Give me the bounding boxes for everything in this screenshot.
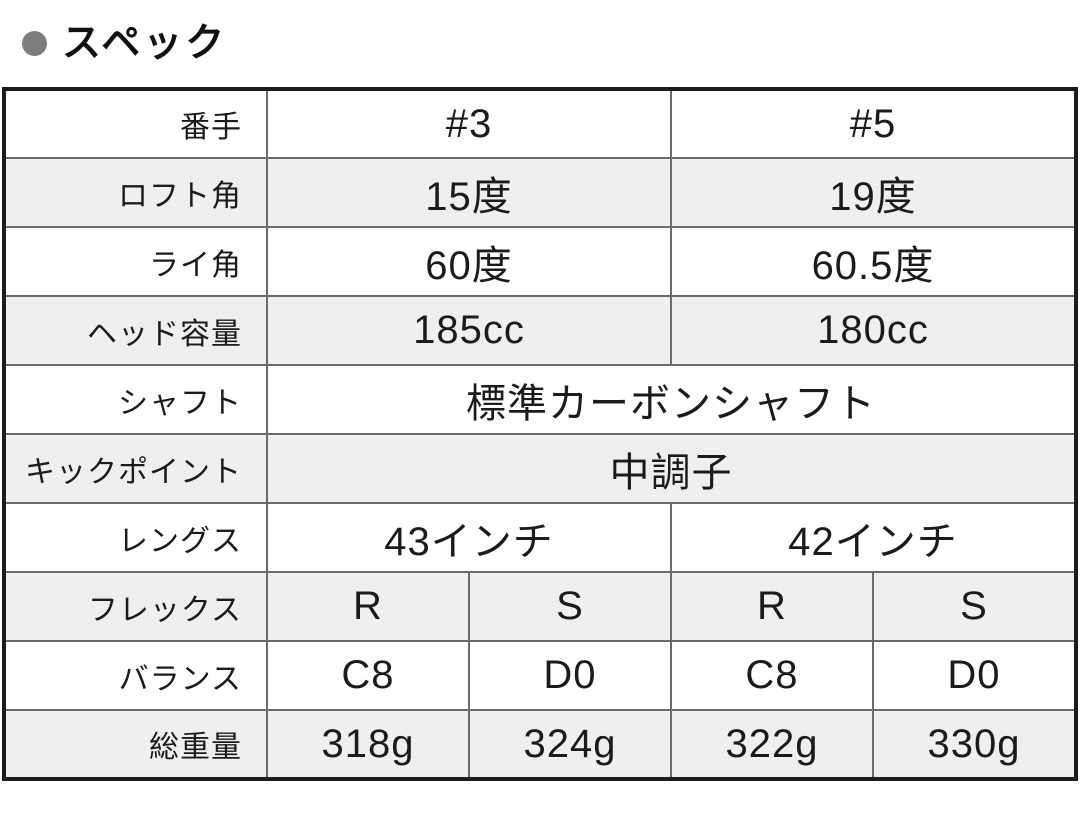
row-label: シャフト <box>3 364 268 435</box>
cell-value: 15度 <box>266 157 672 228</box>
cell-value: 標準カーボンシャフト <box>266 364 1077 435</box>
table-row: ヘッド容量 185cc 180cc <box>3 295 1077 366</box>
cell-value: 中調子 <box>266 433 1077 504</box>
cell-value: R <box>670 571 874 642</box>
table-row: ライ角 60度 60.5度 <box>3 226 1077 297</box>
table-row: 番手 #3 #5 <box>3 88 1077 159</box>
cell-value: 324g <box>468 709 672 780</box>
row-label: キックポイント <box>3 433 268 504</box>
row-label: 総重量 <box>3 709 268 780</box>
spec-table-body: 番手 #3 #5 ロフト角 15度 19度 ライ角 60度 60.5度 ヘッド容量 185cc 180… <box>3 88 1077 780</box>
row-label: 番手 <box>3 88 268 159</box>
cell-value: C8 <box>670 640 874 711</box>
table-row: 総重量 318g 324g 322g 330g <box>3 709 1077 780</box>
cell-value: D0 <box>872 640 1077 711</box>
cell-value: R <box>266 571 470 642</box>
cell-value: 19度 <box>670 157 1077 228</box>
table-row: シャフト 標準カーボンシャフト <box>3 364 1077 435</box>
cell-value: C8 <box>266 640 470 711</box>
cell-value: 60.5度 <box>670 226 1077 297</box>
cell-value: 42インチ <box>670 502 1077 573</box>
spec-table: 番手 #3 #5 ロフト角 15度 19度 ライ角 60度 60.5度 ヘッド容量 185cc 180… <box>2 87 1078 781</box>
bullet-icon <box>22 31 47 56</box>
cell-value: S <box>468 571 672 642</box>
cell-value: 180cc <box>670 295 1077 366</box>
row-label: レングス <box>3 502 268 573</box>
table-row: キックポイント 中調子 <box>3 433 1077 504</box>
row-label: フレックス <box>3 571 268 642</box>
cell-value: #5 <box>670 88 1077 159</box>
table-row: フレックス R S R S <box>3 571 1077 642</box>
cell-value: 185cc <box>266 295 672 366</box>
cell-value: 330g <box>872 709 1077 780</box>
cell-value: 60度 <box>266 226 672 297</box>
table-row: ロフト角 15度 19度 <box>3 157 1077 228</box>
row-label: ライ角 <box>3 226 268 297</box>
row-label: バランス <box>3 640 268 711</box>
row-label: ロフト角 <box>3 157 268 228</box>
table-row: バランス C8 D0 C8 D0 <box>3 640 1077 711</box>
cell-value: 318g <box>266 709 470 780</box>
cell-value: 43インチ <box>266 502 672 573</box>
table-row: レングス 43インチ 42インチ <box>3 502 1077 573</box>
section-heading: スペック <box>22 24 227 63</box>
cell-value: D0 <box>468 640 672 711</box>
page-title: スペック <box>62 22 228 65</box>
cell-value: S <box>872 571 1077 642</box>
cell-value: #3 <box>266 88 672 159</box>
cell-value: 322g <box>670 709 874 780</box>
row-label: ヘッド容量 <box>3 295 268 366</box>
